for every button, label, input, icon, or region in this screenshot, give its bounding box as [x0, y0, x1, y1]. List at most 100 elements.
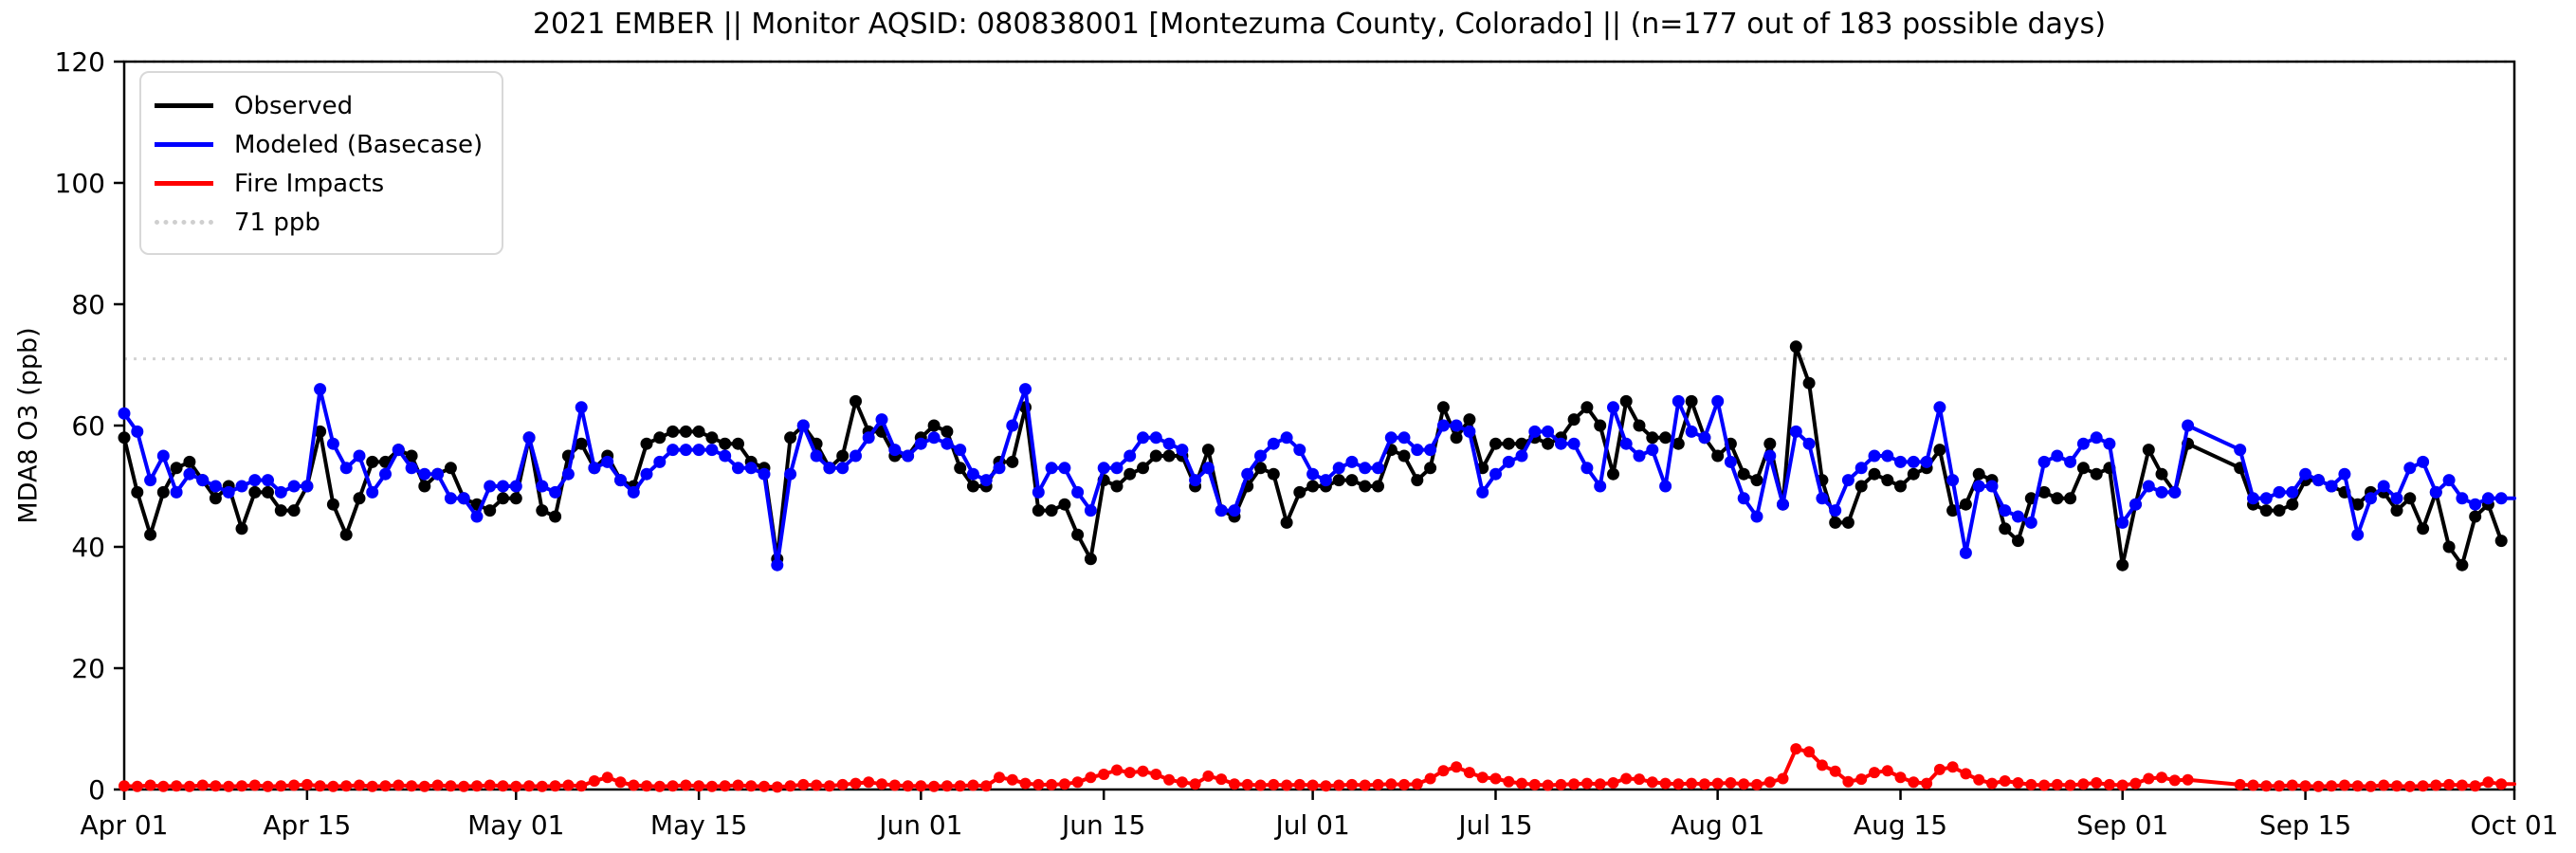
data-point	[248, 485, 262, 499]
data-point	[1986, 777, 1998, 789]
data-point	[1124, 467, 1137, 481]
data-point	[915, 780, 927, 792]
data-point	[732, 462, 744, 475]
data-point	[131, 780, 143, 792]
data-point	[902, 780, 914, 792]
data-point	[1319, 474, 1332, 487]
data-point	[1594, 778, 1606, 790]
data-point	[628, 779, 640, 791]
data-point	[705, 431, 719, 445]
data-point	[979, 474, 993, 487]
data-point	[366, 780, 378, 792]
y-tick-label: 60	[71, 410, 105, 442]
data-point	[653, 780, 666, 792]
data-point	[1162, 449, 1176, 463]
data-point	[523, 780, 536, 792]
data-point	[1241, 778, 1253, 790]
data-point	[1097, 462, 1110, 475]
data-point	[2299, 780, 2311, 792]
data-point	[536, 480, 549, 493]
data-point	[170, 485, 183, 499]
data-point	[536, 504, 549, 517]
data-point	[1124, 767, 1136, 779]
y-tick-label: 20	[71, 653, 105, 684]
data-point	[758, 780, 770, 792]
data-point	[2234, 778, 2246, 790]
data-point	[1137, 431, 1149, 445]
data-point	[1424, 444, 1437, 457]
data-point	[1580, 401, 1594, 414]
data-point	[797, 778, 810, 790]
data-point	[1528, 425, 1542, 438]
data-point	[653, 431, 667, 445]
data-point	[2012, 777, 2024, 789]
data-point	[2351, 528, 2365, 541]
data-point	[1149, 449, 1162, 463]
data-point	[1855, 773, 1868, 786]
data-point	[1502, 455, 1515, 468]
data-point	[1162, 437, 1176, 450]
data-point	[1946, 474, 1960, 487]
data-point	[1619, 394, 1633, 408]
data-point	[2325, 480, 2338, 493]
data-point	[288, 779, 301, 791]
x-tick-label: May 15	[650, 809, 747, 841]
x-tick-label: Jul 15	[1456, 809, 1532, 841]
data-point	[1202, 770, 1215, 782]
data-point	[601, 455, 614, 468]
data-point	[888, 444, 902, 457]
data-point	[1463, 767, 1475, 779]
data-point	[2469, 780, 2481, 792]
data-point	[1554, 437, 1567, 450]
data-point	[2430, 779, 2442, 791]
data-point	[549, 485, 562, 499]
data-point	[1085, 771, 1097, 784]
data-point	[1515, 449, 1528, 463]
data-point	[444, 462, 457, 475]
data-point	[1972, 467, 1985, 481]
data-point	[2456, 779, 2468, 791]
data-point	[2143, 772, 2155, 785]
data-point	[366, 485, 379, 499]
data-point	[1489, 467, 1502, 481]
data-point	[1868, 467, 1881, 481]
data-point	[928, 780, 941, 792]
data-point	[1424, 772, 1436, 785]
data-point	[1829, 765, 1841, 777]
data-point	[1137, 765, 1149, 777]
data-point	[1045, 462, 1058, 475]
data-point	[223, 780, 235, 792]
data-point	[1881, 449, 1894, 463]
data-point	[1960, 768, 1972, 780]
data-point	[2417, 455, 2430, 468]
data-point	[2142, 480, 2155, 493]
data-point	[1894, 455, 1907, 468]
data-point	[667, 780, 679, 792]
data-point	[1607, 401, 1619, 414]
data-point	[1750, 510, 1763, 523]
data-point	[967, 779, 979, 791]
data-point	[392, 444, 405, 457]
data-point	[274, 504, 287, 517]
data-point	[1908, 776, 1920, 789]
data-point	[2403, 462, 2417, 475]
x-tick-label: May 01	[467, 809, 564, 841]
data-point	[248, 779, 261, 791]
data-point	[2273, 504, 2286, 517]
data-point	[1450, 419, 1463, 432]
data-point	[536, 780, 548, 792]
legend-item-fire: Fire Impacts	[155, 164, 484, 203]
series-line	[122, 747, 2516, 789]
data-point	[301, 778, 313, 790]
data-point	[1907, 467, 1920, 481]
data-point	[1737, 467, 1750, 481]
data-point	[1084, 504, 1097, 517]
data-point	[863, 776, 875, 789]
chart-title: 2021 EMBER || Monitor AQSID: 080838001 […	[532, 8, 2107, 41]
legend-item-modeled: Modeled (Basecase)	[155, 125, 484, 164]
data-point	[850, 777, 862, 789]
data-point	[484, 779, 496, 791]
data-point	[2429, 485, 2442, 499]
data-point	[2076, 437, 2090, 450]
data-point	[1634, 773, 1645, 786]
